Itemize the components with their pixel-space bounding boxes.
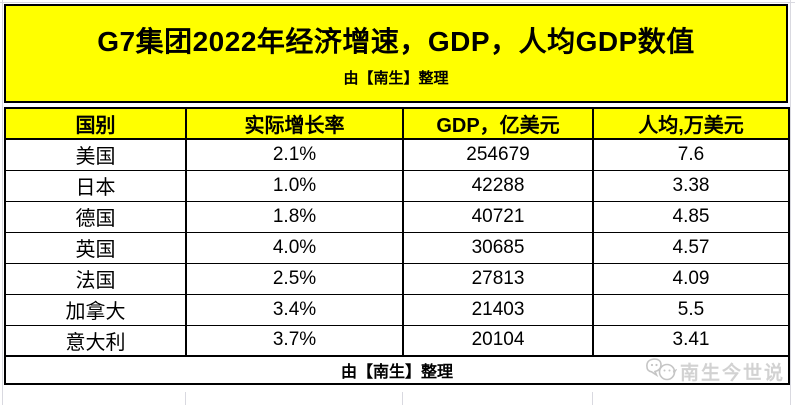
table-footer-note: 由【南生】整理 bbox=[4, 355, 790, 385]
chart-title: G7集团2022年经济增速，GDP，人均GDP数值 bbox=[97, 25, 695, 57]
cell-per-capita: 4.85 bbox=[592, 200, 790, 233]
col-header-per-capita: 人均,万美元 bbox=[592, 107, 790, 140]
col-header-gdp: GDP，亿美元 bbox=[402, 107, 594, 140]
cell-gdp: 42288 bbox=[402, 169, 594, 202]
col-header-growth-rate: 实际增长率 bbox=[185, 107, 404, 140]
cell-country: 德国 bbox=[4, 200, 187, 233]
cell-gdp: 20104 bbox=[402, 324, 594, 357]
table-row: 意大利 3.7% 20104 3.41 bbox=[4, 324, 790, 357]
cell-gdp: 21403 bbox=[402, 293, 594, 326]
cell-country: 加拿大 bbox=[4, 293, 187, 326]
cell-per-capita: 7.6 bbox=[592, 138, 790, 171]
col-header-country: 国别 bbox=[4, 107, 187, 140]
cell-country: 法国 bbox=[4, 262, 187, 295]
gridline bbox=[0, 2, 795, 3]
cell-growth-rate: 4.0% bbox=[185, 231, 404, 264]
cell-per-capita: 3.41 bbox=[592, 324, 790, 357]
cell-growth-rate: 3.4% bbox=[185, 293, 404, 326]
cell-growth-rate: 1.8% bbox=[185, 200, 404, 233]
chart-subtitle: 由【南生】整理 bbox=[343, 69, 449, 87]
cell-per-capita: 3.38 bbox=[592, 169, 790, 202]
table-row: 加拿大 3.4% 21403 5.5 bbox=[4, 293, 790, 326]
cell-country: 意大利 bbox=[4, 324, 187, 357]
data-table: 国别 实际增长率 GDP，亿美元 人均,万美元 美国 2.1% 254679 7… bbox=[4, 107, 790, 385]
cell-growth-rate: 2.5% bbox=[185, 262, 404, 295]
cell-gdp: 40721 bbox=[402, 200, 594, 233]
cell-growth-rate: 1.0% bbox=[185, 169, 404, 202]
cell-growth-rate: 3.7% bbox=[185, 324, 404, 357]
gridline bbox=[592, 392, 593, 405]
table-row: 德国 1.8% 40721 4.85 bbox=[4, 200, 790, 233]
footer-row: 由【南生】整理 bbox=[4, 355, 790, 385]
cell-gdp: 27813 bbox=[402, 262, 594, 295]
title-banner: G7集团2022年经济增速，GDP，人均GDP数值 由【南生】整理 bbox=[4, 4, 788, 103]
gridline bbox=[790, 0, 791, 405]
cell-growth-rate: 2.1% bbox=[185, 138, 404, 171]
gridline bbox=[2, 0, 3, 405]
cell-gdp: 30685 bbox=[402, 231, 594, 264]
cell-gdp: 254679 bbox=[402, 138, 594, 171]
cell-country: 日本 bbox=[4, 169, 187, 202]
header-row: 国别 实际增长率 GDP，亿美元 人均,万美元 bbox=[4, 107, 790, 140]
cell-country: 美国 bbox=[4, 138, 187, 171]
cell-per-capita: 4.57 bbox=[592, 231, 790, 264]
cell-country: 英国 bbox=[4, 231, 187, 264]
table-row: 美国 2.1% 254679 7.6 bbox=[4, 138, 790, 171]
gridline bbox=[402, 392, 403, 405]
table-row: 法国 2.5% 27813 4.09 bbox=[4, 262, 790, 295]
table-row: 日本 1.0% 42288 3.38 bbox=[4, 169, 790, 202]
gridline bbox=[185, 392, 186, 405]
cell-per-capita: 5.5 bbox=[592, 293, 790, 326]
table-row: 英国 4.0% 30685 4.57 bbox=[4, 231, 790, 264]
cell-per-capita: 4.09 bbox=[592, 262, 790, 295]
